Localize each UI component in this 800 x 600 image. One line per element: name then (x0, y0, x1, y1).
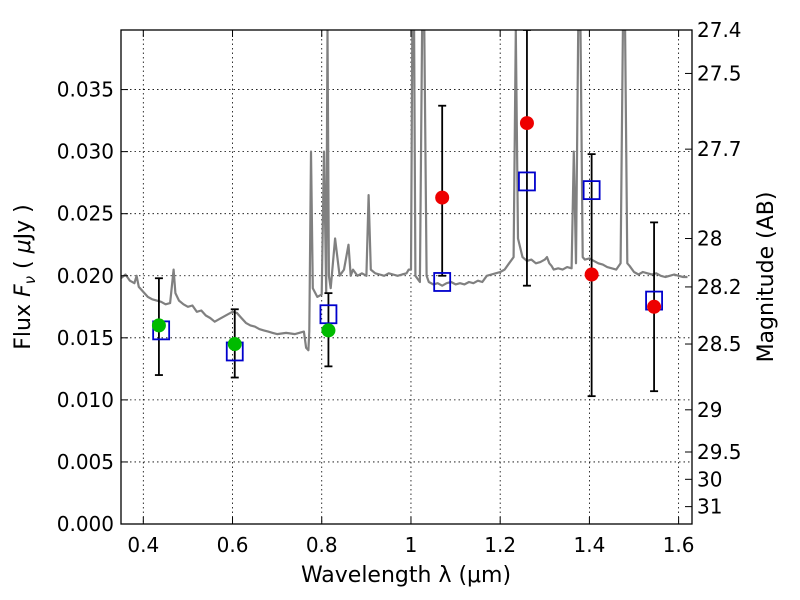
spectrum-line (121, 30, 688, 352)
right-tick-label: 28.5 (697, 332, 742, 356)
right-tick-label: 28.2 (697, 275, 742, 299)
model-square-point (518, 171, 536, 192)
red-data-point (584, 267, 599, 282)
y-tick-label: 0.015 (57, 326, 114, 350)
model-square-point (582, 180, 601, 201)
right-axis-label: Magnitude (AB) (754, 192, 779, 363)
x-axis-label: Wavelength λ (μm) (301, 563, 511, 588)
model-square-point (319, 304, 338, 325)
plot-background (121, 30, 692, 524)
green-data-point (321, 323, 336, 338)
x-tick-label: 0.4 (127, 533, 159, 557)
y-tick-label: 0.035 (57, 78, 114, 102)
red-data-point (519, 116, 534, 131)
right-tick-label: 29.5 (697, 440, 742, 464)
right-tick-label: 27.4 (697, 18, 742, 42)
axis-ticks: 0.4 0.6 0.8 1 1.2 1.4 1.6 0.000 0.005 0.010 0.015 0… (57, 18, 742, 557)
y-tick-label: 0.010 (57, 388, 114, 412)
red-data-point (647, 299, 662, 314)
right-tick-label: 27.5 (697, 61, 742, 85)
y-tick-label: 0.005 (57, 450, 114, 474)
y-tick-label: 0.000 (57, 512, 114, 536)
green-data-point (151, 318, 166, 333)
x-tick-label: 1.4 (573, 533, 605, 557)
plot-frame (120, 29, 693, 525)
y-tick-label: 0.025 (57, 202, 114, 226)
right-tick-label: 28 (697, 227, 722, 251)
y-tick-label: 0.020 (57, 264, 114, 288)
x-tick-label: 0.8 (306, 533, 338, 557)
right-tick-label: 29 (697, 398, 722, 422)
x-tick-label: 1.2 (484, 533, 516, 557)
spectrum-layer (121, 30, 688, 352)
x-tick-label: 0.6 (217, 533, 249, 557)
green-data-point (227, 337, 242, 352)
right-tick-label: 27.7 (697, 137, 742, 161)
right-tick-label: 30 (697, 467, 722, 491)
points-layer (151, 30, 663, 398)
x-tick-label: 1.6 (663, 533, 695, 557)
right-tick-label: 31 (697, 495, 722, 519)
red-data-point (435, 190, 450, 205)
model-square-point (433, 272, 452, 292)
y-axis-label: Flux Fν ( μJy ) (11, 204, 39, 349)
x-tick-label: 1 (405, 533, 418, 557)
y-tick-label: 0.030 (57, 140, 114, 164)
